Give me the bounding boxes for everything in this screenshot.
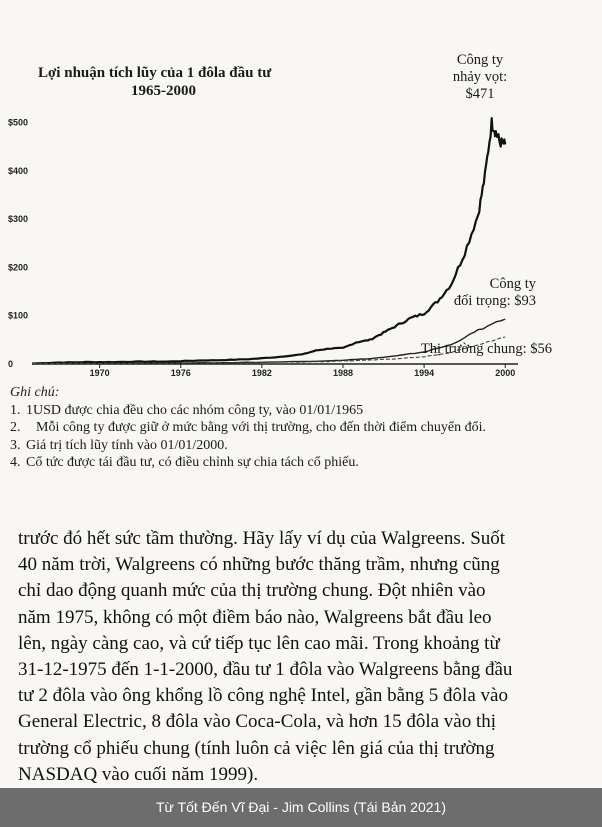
y-tick-label: $100 [8, 311, 28, 321]
y-tick-label: 0 [8, 359, 13, 369]
note-number: 1. [10, 402, 21, 418]
x-tick-label: 1994 [414, 368, 434, 378]
chart-subtitle: 1965-2000 [131, 83, 196, 99]
annotation-comparison-company: Công ty đối trọng: $93 [432, 276, 536, 310]
y-tick-label: $400 [8, 166, 28, 176]
annotation-line: đối trọng: $93 [453, 293, 536, 309]
chart-title-text: Lợi nhuận tích lũy của 1 đôla đầu tư [38, 65, 272, 81]
annotation-line: Công ty [489, 276, 536, 292]
annotation-growth-company: Công ty nhảy vọt: $471 [446, 52, 514, 103]
chart-title: Lợi nhuận tích lũy của 1 đôla đầu tư 196… [38, 64, 271, 100]
note-item: 3. Giá trị tích lũy tính vào 01/01/2000. [10, 437, 595, 455]
note-text: Cổ tức được tái đầu tư, có điều chỉnh sự… [26, 455, 359, 470]
y-tick-label: $500 [8, 118, 28, 128]
note-item: 4. Cổ tức được tái đầu tư, có điều chỉnh… [10, 454, 595, 472]
x-tick-label: 1988 [333, 368, 353, 378]
series-line [31, 117, 507, 365]
annotation-line: Công ty [456, 52, 504, 68]
annotation-market: Thị trường chung: $56 [420, 341, 552, 357]
y-axis-ticks: $500 $400 $300 $200 $100 0 [8, 118, 28, 369]
x-tick-label: 1970 [90, 368, 110, 378]
note-text: Giá trị tích lũy tính vào 01/01/2000. [26, 437, 228, 453]
note-text: 1USD được chia đều cho các nhóm công ty,… [26, 402, 364, 418]
note-number: 4. [10, 455, 21, 470]
body-paragraph: trước đó hết sức tầm thường. Hãy lấy ví … [18, 528, 513, 785]
chart-notes: Ghi chú: 1. 1USD được chia đều cho các n… [10, 384, 595, 472]
annotation-value: $471 [465, 86, 495, 102]
x-tick-label: 1976 [171, 368, 191, 378]
x-tick-label: 2000 [495, 368, 515, 378]
x-axis-ticks: 1970 1976 1982 1988 1994 2000 [90, 364, 515, 378]
y-tick-label: $200 [8, 262, 28, 272]
note-text: Mỗi công ty được giữ ở mức bằng với thị … [36, 420, 486, 435]
annotation-line: nhảy vọt: [452, 69, 508, 85]
note-number: 3. [10, 437, 21, 453]
book-title-footer: Từ Tốt Đến Vĩ Đại - Jim Collins (Tái Bản… [0, 788, 602, 827]
notes-heading: Ghi chú: [10, 385, 60, 400]
note-number: 2. [10, 420, 21, 435]
chart-series [31, 117, 507, 365]
note-item: 2. Mỗi công ty được giữ ở mức bằng với t… [10, 419, 595, 437]
y-tick-label: $300 [8, 214, 28, 224]
note-item: 1. 1USD được chia đều cho các nhóm công … [10, 402, 595, 420]
series-line [32, 336, 506, 365]
x-tick-label: 1982 [252, 368, 272, 378]
